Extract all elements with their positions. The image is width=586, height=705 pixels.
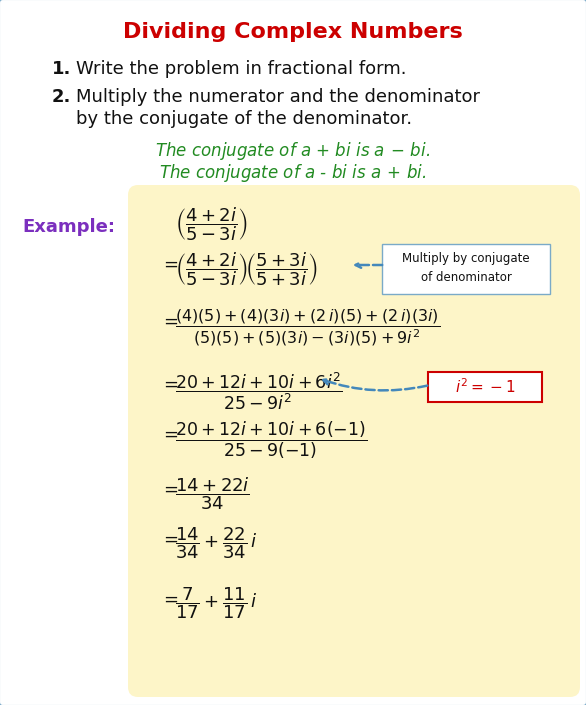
Text: $\left(\dfrac{4+2i}{5-3i}\right)\!\left(\dfrac{5+3i}{5+3i}\right)$: $\left(\dfrac{4+2i}{5-3i}\right)\!\left(…	[175, 250, 318, 288]
Text: Multiply by conjugate
of denominator: Multiply by conjugate of denominator	[402, 252, 530, 284]
FancyBboxPatch shape	[128, 185, 580, 697]
FancyBboxPatch shape	[428, 372, 542, 402]
Text: $i^{2}=-1$: $i^{2}=-1$	[455, 377, 515, 396]
Text: $\dfrac{14+22i}{34}$: $\dfrac{14+22i}{34}$	[175, 475, 250, 512]
Text: $\dfrac{7}{17}+\dfrac{11}{17}\,i$: $\dfrac{7}{17}+\dfrac{11}{17}\,i$	[175, 585, 257, 620]
Text: $=$: $=$	[160, 375, 179, 393]
Text: Multiply the numerator and the denominator: Multiply the numerator and the denominat…	[76, 88, 480, 106]
Text: $\dfrac{(4)(5)+(4)(3i)+(2\,i)(5)+(2\,i)(3i)}{(5)(5)+(5)(3i)-(3i)(5)+9i^2}$: $\dfrac{(4)(5)+(4)(3i)+(2\,i)(5)+(2\,i)(…	[175, 307, 440, 348]
Text: 1.: 1.	[52, 60, 71, 78]
Text: $=$: $=$	[160, 312, 179, 330]
Text: The conjugate of $a$ - $bi$ is $a\,+\,bi$.: The conjugate of $a$ - $bi$ is $a\,+\,bi…	[159, 162, 427, 184]
Text: $\dfrac{20+12i+10i+6(-1)}{25-9(-1)}$: $\dfrac{20+12i+10i+6(-1)}{25-9(-1)}$	[175, 420, 367, 462]
Text: The conjugate of $a$ + $bi$ is $a\,-\,bi$.: The conjugate of $a$ + $bi$ is $a\,-\,bi…	[155, 140, 431, 162]
Text: $=$: $=$	[160, 530, 179, 548]
Text: Write the problem in fractional form.: Write the problem in fractional form.	[76, 60, 407, 78]
Text: $\dfrac{14}{34}+\dfrac{22}{34}\,i$: $\dfrac{14}{34}+\dfrac{22}{34}\,i$	[175, 525, 257, 560]
Text: Example:: Example:	[22, 218, 115, 236]
Text: Dividing Complex Numbers: Dividing Complex Numbers	[123, 22, 463, 42]
Text: 2.: 2.	[52, 88, 71, 106]
Text: $=$: $=$	[160, 425, 179, 443]
Text: $\left(\dfrac{4+2i}{5-3i}\right)$: $\left(\dfrac{4+2i}{5-3i}\right)$	[175, 205, 248, 243]
Text: by the conjugate of the denominator.: by the conjugate of the denominator.	[76, 110, 412, 128]
Text: $=$: $=$	[160, 480, 179, 498]
Text: $=$: $=$	[160, 590, 179, 608]
FancyBboxPatch shape	[382, 244, 550, 294]
Text: $=$: $=$	[160, 255, 179, 273]
Text: $\dfrac{20+12i+10i+6i^{2}}{25-9i^{2}}$: $\dfrac{20+12i+10i+6i^{2}}{25-9i^{2}}$	[175, 370, 342, 412]
